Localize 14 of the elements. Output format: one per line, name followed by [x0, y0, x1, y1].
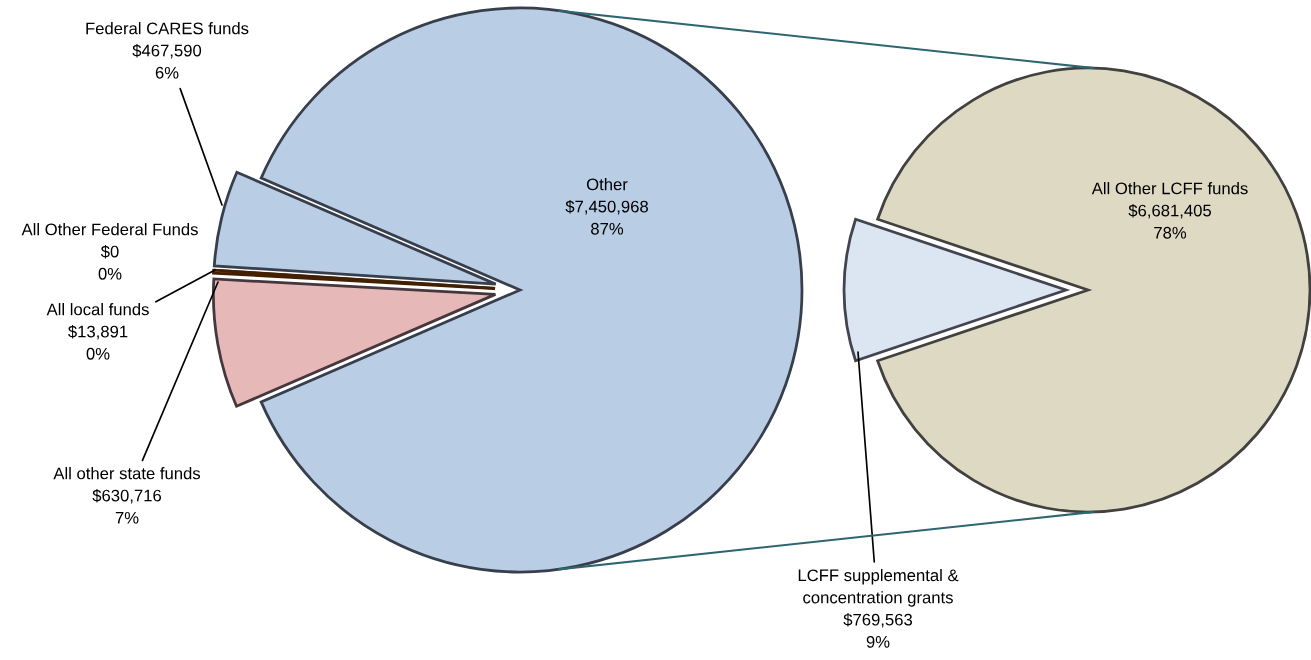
slice-label: All local funds: [46, 303, 149, 316]
slice-label: Federal CARES funds: [86, 22, 249, 35]
data-label: $467,590 6%: [132, 43, 202, 79]
data-label: $769,563 9%: [843, 613, 913, 648]
data-label: $13,891 0%: [68, 324, 128, 360]
slice-label: All Other LCFF funds: [1091, 182, 1248, 195]
data-label: $630,716 7%: [92, 488, 162, 524]
category-label: All Other Federal Funds: [21, 223, 198, 236]
text: $0 0%: [98, 244, 122, 280]
data-label: $6,681,405 78%: [1128, 203, 1212, 239]
slice-label: Other: [586, 178, 628, 191]
slice-label: LCFF supplemental & concentration grants: [798, 568, 959, 607]
data-label: $7,450,968 87%: [565, 199, 648, 235]
slice-label: All other state funds: [53, 467, 201, 480]
